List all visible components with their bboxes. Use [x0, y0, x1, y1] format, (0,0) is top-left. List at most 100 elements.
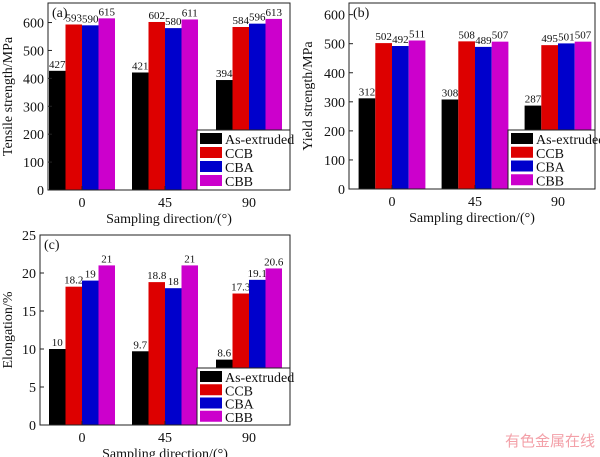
data-label: 584 [233, 15, 250, 27]
data-label: 287 [525, 94, 542, 106]
bar-cba-0 [82, 280, 99, 425]
bar-ccb-45 [458, 41, 475, 189]
y-axis-label: Yield strength/MPa [301, 41, 316, 151]
x-axis-label: Sampling direction/(°) [106, 212, 232, 227]
data-label: 501 [558, 31, 575, 43]
bar-ccb-0 [375, 43, 392, 190]
legend-label: CCB [225, 147, 253, 162]
data-label: 394 [216, 68, 233, 80]
data-label: 421 [132, 60, 149, 72]
data-label: 18.8 [147, 270, 167, 282]
data-label: 308 [442, 87, 459, 99]
x-tick-label: 90 [242, 431, 256, 446]
bar-cba-45 [475, 46, 492, 190]
y-tick-label: 10 [22, 343, 36, 358]
y-tick-label: 400 [324, 67, 345, 82]
x-tick-label: 45 [158, 431, 172, 446]
data-label: 427 [49, 59, 66, 71]
data-label: 495 [541, 33, 558, 45]
legend-label: As-extruded [225, 133, 294, 148]
y-axis-label: Elongation/% [1, 291, 16, 368]
data-label: 492 [392, 34, 409, 46]
legend-swatch-cbb [511, 174, 533, 186]
bar-cbb-0 [408, 40, 426, 189]
y-tick-label: 5 [29, 381, 36, 396]
y-tick-label: 500 [23, 44, 44, 59]
x-tick-label: 90 [242, 196, 256, 211]
y-tick-label: 500 [324, 38, 345, 53]
y-tick-label: 100 [324, 154, 345, 169]
legend-swatch-cba [200, 397, 222, 409]
bar-as-extruded-0 [358, 98, 376, 189]
y-tick-label: 300 [324, 96, 345, 111]
data-label: 502 [375, 31, 392, 43]
legend-swatch-cbb [200, 175, 222, 186]
legend-swatch-cba [200, 161, 222, 172]
data-label: 312 [359, 86, 376, 98]
x-tick-label: 0 [389, 195, 396, 210]
y-tick-label: 400 [23, 72, 44, 87]
watermark: 有色金属在线 [505, 432, 596, 450]
bar-cba-45 [165, 28, 182, 191]
plot-frame [348, 2, 596, 190]
legend-label: CBA [225, 398, 255, 413]
bar-cbb-45 [491, 41, 509, 190]
data-label: 21 [184, 253, 195, 265]
bar-cba-45 [165, 288, 182, 425]
legend-swatch-as-extruded [511, 133, 533, 144]
data-label: 580 [165, 16, 182, 28]
legend-swatch-as-extruded [200, 133, 222, 144]
chart-panel-2: 10 9.7 8.6 18.2 18.8 17.3 19 18 19.1 21 21 20.6 0 5 10… [1, 229, 294, 457]
y-tick-label: 20 [22, 267, 36, 282]
legend-label: As-extruded [536, 133, 600, 148]
legend-label: As-extruded [225, 371, 294, 386]
data-label: 602 [149, 10, 166, 22]
panel-label: (b) [353, 6, 370, 21]
y-tick-label: 100 [23, 156, 44, 171]
data-label: 596 [249, 12, 266, 24]
bar-cbb-45 [181, 265, 198, 425]
bar-cba-0 [82, 25, 99, 191]
legend-swatch-ccb [200, 147, 222, 158]
bar-ccb-0 [65, 286, 82, 425]
legend-swatch-cba [511, 160, 533, 172]
legend-swatch-cbb [200, 410, 222, 422]
bar-as-extruded-0 [49, 349, 66, 425]
y-tick-label: 600 [23, 17, 44, 32]
bar-cba-0 [392, 46, 409, 190]
legend-swatch-as-extruded [200, 371, 222, 382]
x-tick-label: 0 [79, 196, 86, 211]
data-label: 19.1 [248, 268, 267, 280]
data-label: 508 [458, 29, 475, 41]
bar-as-extruded-45 [132, 351, 149, 425]
bar-ccb-0 [65, 24, 82, 191]
legend-label: CBB [225, 175, 253, 190]
y-tick-label: 0 [338, 183, 345, 198]
y-tick-label: 15 [22, 305, 36, 320]
bar-as-extruded-45 [441, 99, 459, 189]
y-tick-label: 600 [324, 9, 345, 24]
data-label: 10 [52, 337, 64, 349]
data-label: 9.7 [133, 339, 147, 351]
plot-frame [47, 2, 291, 191]
data-label: 21 [101, 253, 112, 265]
legend-label: CBA [536, 161, 566, 176]
legend-label: CCB [225, 384, 253, 399]
legend-label: CBB [536, 174, 564, 189]
bar-cbb-0 [98, 18, 115, 191]
legend-swatch-ccb [200, 384, 222, 396]
x-tick-label: 0 [79, 431, 86, 446]
data-label: 590 [82, 13, 99, 25]
bar-cbb-45 [181, 19, 198, 191]
y-tick-label: 0 [37, 184, 44, 199]
bar-ccb-45 [148, 282, 165, 425]
y-tick-label: 0 [29, 419, 36, 434]
y-tick-label: 300 [23, 100, 44, 115]
data-label: 507 [575, 30, 592, 42]
data-label: 511 [409, 28, 425, 40]
x-tick-label: 45 [158, 196, 172, 211]
